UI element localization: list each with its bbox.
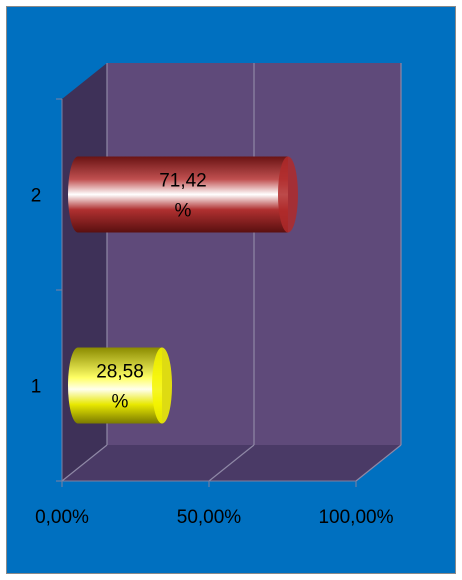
bar-body [78,347,163,424]
data-label: 28,58% [96,362,144,413]
axes [56,98,357,487]
y-tick-label: 1 [31,377,42,398]
bar-1 [68,347,173,424]
floor-gridline [61,444,108,482]
bar-end-cap [277,156,298,233]
x-tick-label: 100,00% [318,507,393,528]
data-label: 71,42% [159,171,207,222]
bars [68,156,298,424]
bar-start-cap [68,347,88,424]
bar-2 [68,156,298,233]
x-tick-label: 0,00% [35,507,89,528]
bar-start-cap [68,156,88,233]
floor-gridline [208,444,255,482]
bar-chart: 0,00% 50,00% 100,00% 1 28,58 % 2 71,42% [31,63,402,529]
bar-end-cap [152,347,173,424]
bar-body [78,156,288,233]
x-tick-label: 50,00% [177,507,242,528]
chart-frame: 0,00% 50,00% 100,00% 1 28,58% 2 71,42% [6,6,456,574]
y-tick-label: 2 [31,186,42,207]
floor-gridline [355,444,402,482]
labels: 0,00% 50,00% 100,00% 1 28,58 % 2 71,42% [31,171,394,529]
